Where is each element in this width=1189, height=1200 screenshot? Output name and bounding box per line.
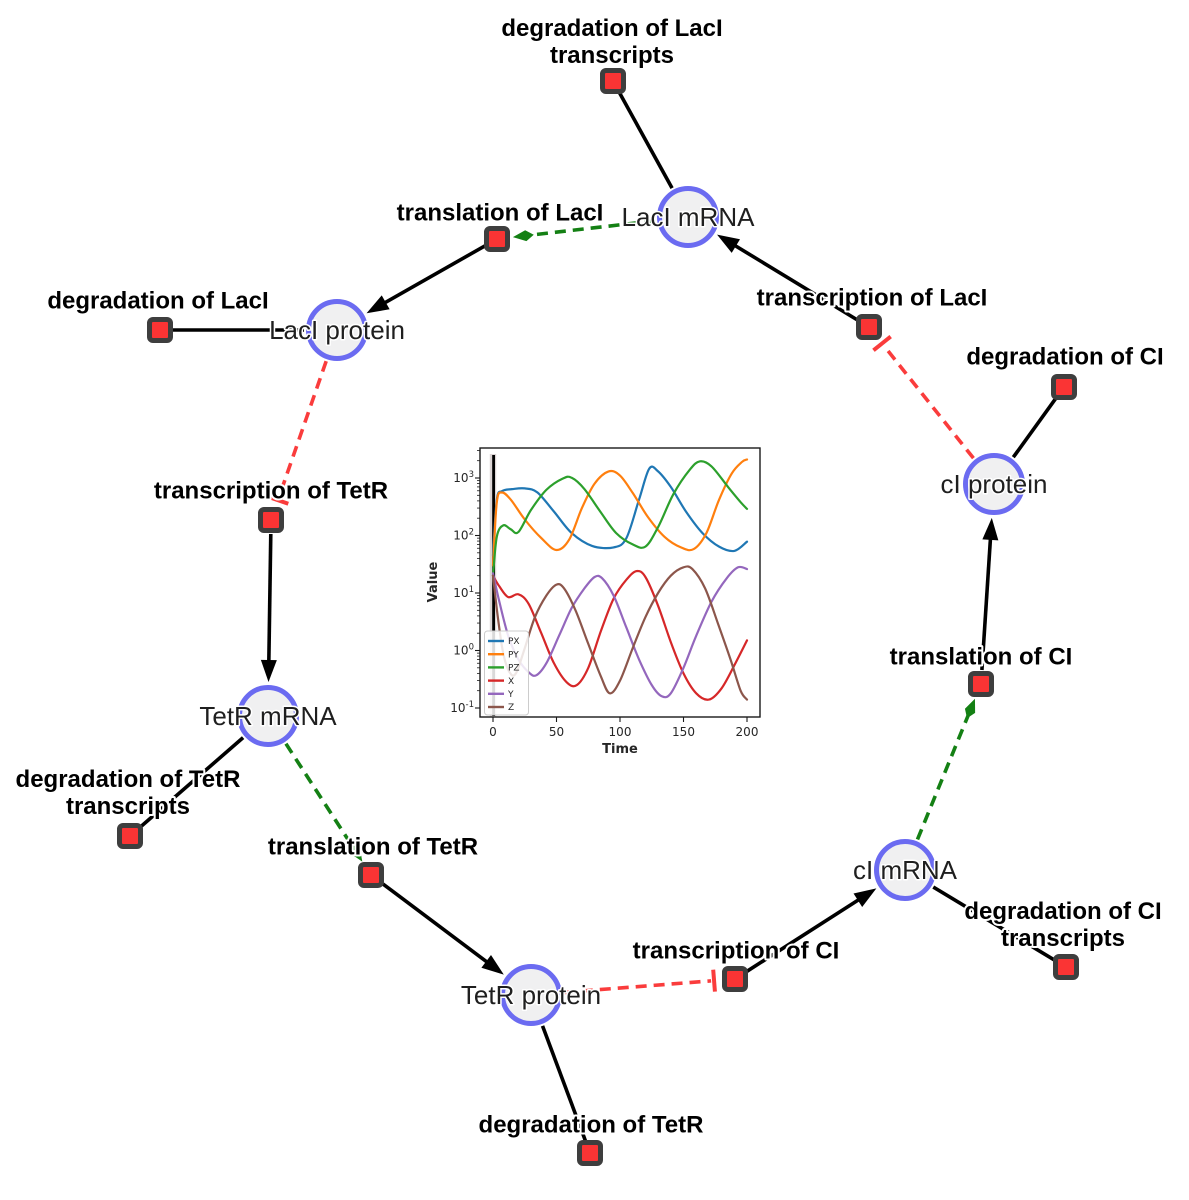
edge-production-tc_tetr-tetr_mrna xyxy=(266,533,273,671)
edge-degradation-ci_protein-deg_ci xyxy=(1011,396,1058,459)
x-tick-label: 50 xyxy=(549,725,564,739)
y-tick-label: 10-1 xyxy=(450,700,474,715)
edge-modifier-ci_mrna-tl_ci xyxy=(915,712,971,841)
edge-inhibition-tetr_protein-tc_ci xyxy=(563,979,712,995)
edge-inhibition-ci_protein-tc_laci-tbar xyxy=(872,335,892,352)
edge-degradation-tetr_mrna-deg_tetr_tx xyxy=(138,736,245,829)
edge-production-tc_laci-laci_mrna-arrowhead xyxy=(717,234,741,253)
edge-production-tl_ci-ci_protein-arrowhead xyxy=(982,517,999,541)
edge-modifier-laci_mrna-tl_laci xyxy=(528,218,656,238)
reaction-node-tc_laci xyxy=(856,314,882,340)
chart-legend: PX PY PZ XYZ xyxy=(484,630,529,716)
reaction-node-tl_tetr xyxy=(358,862,384,888)
legend-label-Y: Y xyxy=(507,690,514,700)
series-line-PX xyxy=(491,465,749,557)
edge-production-tl_tetr-tetr_protein-arrowhead xyxy=(481,955,504,975)
x-tick-label: 200 xyxy=(736,725,759,739)
reaction-node-deg_laci xyxy=(147,317,173,343)
legend-label-PY: PY xyxy=(508,650,519,660)
reaction-node-tl_laci xyxy=(484,226,510,252)
species-node-tetr_protein xyxy=(500,964,562,1026)
y-tick-label: 101 xyxy=(453,585,474,600)
edge-production-tc_tetr-tetr_mrna-arrowhead xyxy=(260,659,277,683)
series-line-X xyxy=(491,569,749,701)
y-tick-label: 102 xyxy=(453,528,474,543)
reaction-node-deg_tetr_tx xyxy=(117,823,143,849)
edge-production-tc_ci-ci_mrna-arrowhead xyxy=(853,888,877,907)
y-tick-label: 100 xyxy=(453,643,474,658)
y-tick-label: 103 xyxy=(453,470,474,485)
edge-production-tl_laci-laci_protein xyxy=(376,244,486,309)
edge-inhibition-ci_protein-tc_laci xyxy=(882,344,975,460)
reaction-node-tl_ci xyxy=(968,671,994,697)
x-tick-label: 100 xyxy=(609,725,632,739)
legend-label-PX: PX xyxy=(508,637,520,647)
species-node-ci_protein xyxy=(963,453,1025,515)
x-tick-label: 150 xyxy=(672,725,695,739)
reaction-node-tc_ci xyxy=(722,966,748,992)
legend-label-Z: Z xyxy=(508,703,514,713)
edge-production-tl_ci-ci_protein xyxy=(980,529,993,671)
reaction-node-deg_ci_tx xyxy=(1053,954,1079,980)
edge-modifier-tetr_mrna-tl_tetr xyxy=(284,742,356,850)
edge-inhibition-tetr_protein-tc_ci-tbar xyxy=(711,969,717,992)
reaction-node-deg_ci xyxy=(1051,374,1077,400)
edge-modifier-tetr_mrna-tl_tetr-arrowhead xyxy=(350,843,363,862)
edge-production-tl_laci-laci_protein-arrowhead xyxy=(366,295,390,314)
y-axis-label: Value xyxy=(426,561,441,602)
series-line-PY xyxy=(491,458,749,567)
x-axis-label: Time xyxy=(602,742,638,757)
reaction-node-tc_tetr xyxy=(258,507,284,533)
edge-degradation-laci_mrna-deg_laci_tx xyxy=(617,91,674,189)
x-tick-label: 0 xyxy=(489,725,497,739)
edge-inhibition-laci_protein-tc_tetr xyxy=(277,360,328,498)
series-line-PZ xyxy=(491,460,749,577)
species-node-laci_protein xyxy=(306,299,368,361)
legend-label-PZ: PZ xyxy=(508,664,520,674)
edge-modifier-ci_mrna-tl_ci-arrowhead xyxy=(964,698,976,719)
edge-production-tc_ci-ci_mrna xyxy=(745,893,868,973)
reaction-node-deg_laci_tx xyxy=(600,68,626,94)
edge-production-tc_laci-laci_mrna xyxy=(726,239,858,322)
edge-degradation-tetr_protein-deg_tetr xyxy=(540,1025,588,1142)
edge-production-tl_tetr-tetr_protein xyxy=(381,881,496,969)
edge-modifier-laci_mrna-tl_laci-arrowhead xyxy=(512,230,534,242)
legend-label-X: X xyxy=(508,677,514,687)
species-node-tetr_mrna xyxy=(237,685,299,747)
species-node-ci_mrna xyxy=(874,839,936,901)
inset-chart: 0 50 100 150 20010-1100101102103TimeValuePXP… xyxy=(426,447,761,757)
species-node-laci_mrna xyxy=(657,186,719,248)
edge-degradation-ci_mrna-deg_ci_tx xyxy=(932,885,1056,962)
edge-inhibition-laci_protein-tc_tetr-tbar xyxy=(266,494,289,506)
reaction-node-deg_tetr xyxy=(577,1140,603,1166)
